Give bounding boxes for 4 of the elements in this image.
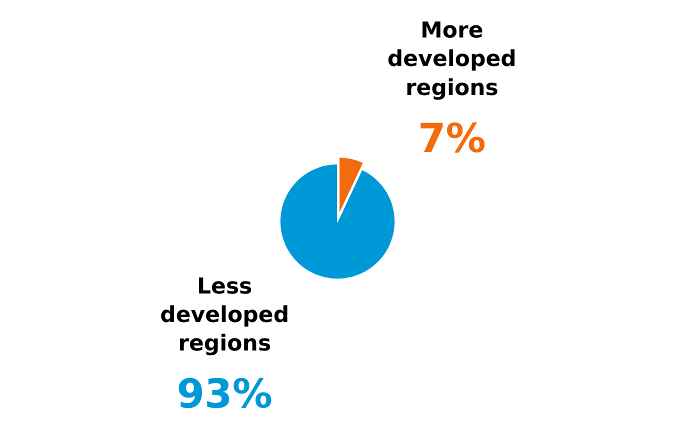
slice-label: Less developed regions [160,274,290,356]
slice-label: More developed regions [387,18,516,101]
data-label: 93% [176,372,272,418]
data-label: 7% [418,116,486,162]
